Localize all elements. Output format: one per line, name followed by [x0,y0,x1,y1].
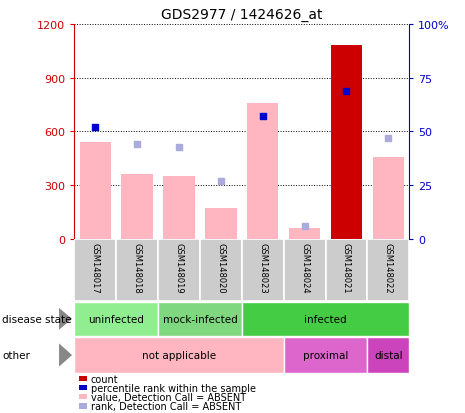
Text: uninfected: uninfected [88,314,144,324]
Bar [372,157,404,240]
Bar [247,104,279,240]
Text: rank, Detection Call = ABSENT: rank, Detection Call = ABSENT [91,401,241,411]
Text: proximal: proximal [303,350,348,360]
FancyBboxPatch shape [116,240,158,301]
Text: GSM148023: GSM148023 [258,242,267,293]
Point [133,142,141,148]
FancyBboxPatch shape [242,302,409,336]
Bar [289,229,320,240]
FancyBboxPatch shape [80,385,87,390]
Text: mock-infected: mock-infected [163,314,237,324]
Bar [205,208,237,240]
Polygon shape [59,344,72,367]
Bar [121,174,153,240]
Text: GSM148018: GSM148018 [133,242,142,293]
Text: other: other [2,350,30,360]
FancyBboxPatch shape [284,240,325,301]
FancyBboxPatch shape [74,240,116,301]
Text: GSM148022: GSM148022 [384,242,393,292]
Bar [80,143,111,240]
Text: GSM148019: GSM148019 [174,242,184,292]
FancyBboxPatch shape [74,337,284,373]
Title: GDS2977 / 1424626_at: GDS2977 / 1424626_at [161,8,323,22]
Bar [163,177,195,240]
Point [92,125,99,131]
FancyBboxPatch shape [200,240,242,301]
Point [343,88,350,95]
Bar [331,46,362,240]
Polygon shape [59,308,72,330]
Text: percentile rank within the sample: percentile rank within the sample [91,383,256,393]
Text: infected: infected [304,314,347,324]
FancyBboxPatch shape [284,337,367,373]
Point [217,178,225,185]
Text: value, Detection Call = ABSENT: value, Detection Call = ABSENT [91,392,246,402]
FancyBboxPatch shape [80,394,87,399]
Point [385,135,392,142]
Text: count: count [91,374,118,384]
Text: GSM148021: GSM148021 [342,242,351,292]
Text: GSM148020: GSM148020 [216,242,226,292]
FancyBboxPatch shape [74,302,158,336]
Point [259,114,266,121]
Text: not applicable: not applicable [142,350,216,360]
Bar [331,46,362,240]
FancyBboxPatch shape [80,376,87,381]
FancyBboxPatch shape [242,240,284,301]
Point [175,144,183,150]
FancyBboxPatch shape [158,240,200,301]
FancyBboxPatch shape [80,404,87,408]
FancyBboxPatch shape [158,302,242,336]
FancyBboxPatch shape [326,240,367,301]
FancyBboxPatch shape [367,337,409,373]
Text: distal: distal [374,350,403,360]
Point [301,223,308,230]
Text: GSM148017: GSM148017 [91,242,100,293]
Text: disease state: disease state [2,314,72,324]
FancyBboxPatch shape [367,240,409,301]
Text: GSM148024: GSM148024 [300,242,309,292]
